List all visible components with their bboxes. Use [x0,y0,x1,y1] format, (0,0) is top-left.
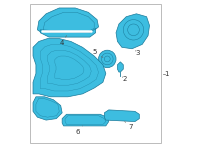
Text: 7: 7 [125,122,133,130]
Polygon shape [104,110,139,122]
Polygon shape [117,62,123,72]
Text: 2: 2 [122,76,127,82]
Polygon shape [62,114,109,126]
Polygon shape [33,39,106,97]
Polygon shape [33,97,62,120]
Polygon shape [40,28,96,37]
Polygon shape [116,14,150,49]
Polygon shape [37,8,99,36]
Text: 5: 5 [92,49,103,57]
Text: 4: 4 [60,36,67,46]
Text: 6: 6 [76,126,83,135]
Text: 3: 3 [135,50,140,56]
Text: 1: 1 [164,71,169,76]
Ellipse shape [99,50,116,68]
